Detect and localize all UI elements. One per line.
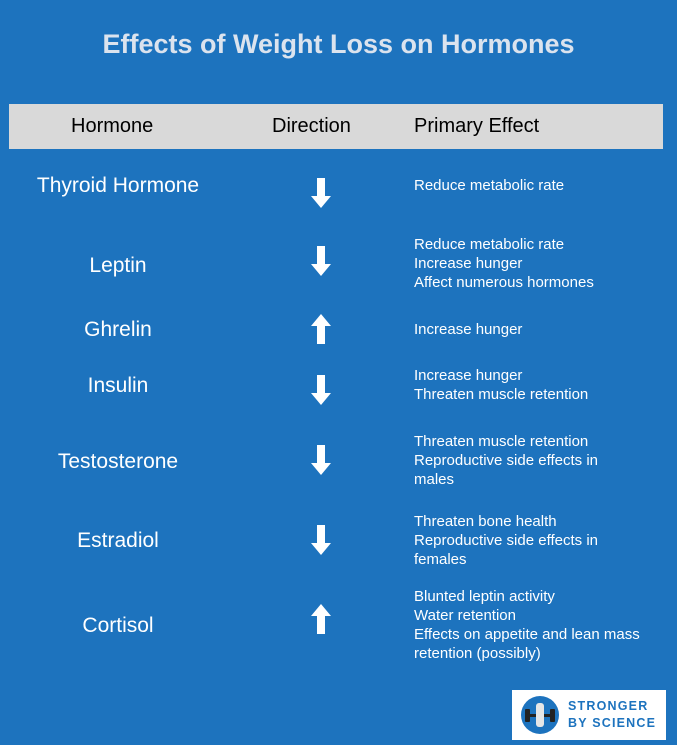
hormone-name: Estradiol (77, 529, 159, 552)
logo-text-line2: BY SCIENCE (568, 716, 657, 730)
arrow-up-icon (311, 314, 331, 344)
effect-item: males (414, 471, 455, 488)
arrow-down-icon (311, 246, 331, 276)
effect-item: Reduce metabolic rate (414, 177, 565, 194)
effect-item: Increase hunger (414, 367, 523, 384)
effect-item: Threaten muscle retention (414, 386, 589, 403)
barbell-lifter-icon (521, 696, 559, 734)
effect-item: Reduce metabolic rate (414, 236, 565, 253)
logo-text-line1: STRONGER (568, 699, 649, 713)
effect-item: Blunted leptin activity (414, 588, 555, 605)
stronger-by-science-logo: STRONGER BY SCIENCE (512, 690, 666, 740)
effects-list: Threaten bone health Reproductive side e… (414, 512, 664, 569)
effect-item: retention (possibly) (414, 645, 541, 662)
effects-list: Increase hunger (414, 320, 664, 339)
hormone-name: Testosterone (57, 450, 179, 473)
effect-item: Threaten muscle retention (414, 433, 589, 450)
effects-list: Reduce metabolic rate (414, 176, 664, 195)
hormone-name: Insulin (87, 374, 149, 397)
effect-item: Effects on appetite and lean mass (414, 626, 640, 643)
effect-item: Water retention (414, 607, 516, 624)
page-title: Effects of Weight Loss on Hormones (102, 29, 575, 59)
arrow-down-icon (311, 375, 331, 405)
hormone-name: Thyroid Hormone (36, 174, 200, 197)
hormone-name: Leptin (89, 254, 147, 277)
table-header: Hormone Direction Primary Effect (9, 104, 663, 149)
effect-item: Increase hunger (414, 255, 523, 272)
arrow-up-icon (311, 604, 331, 634)
arrow-down-icon (311, 525, 331, 555)
effect-item: Reproductive side effects in (414, 532, 598, 549)
effect-item: Affect numerous hormones (414, 274, 594, 291)
arrow-down-icon (311, 445, 331, 475)
effect-item: Increase hunger (414, 321, 523, 338)
header-direction: Direction (272, 115, 351, 137)
effect-item: females (414, 551, 467, 568)
header-hormone: Hormone (71, 115, 154, 137)
effects-list: Threaten muscle retention Reproductive s… (414, 432, 664, 489)
effect-item: Reproductive side effects in (414, 452, 598, 469)
effects-list: Reduce metabolic rate Increase hunger Af… (414, 235, 664, 292)
header-primary-effect: Primary Effect (414, 115, 540, 137)
effects-list: Blunted leptin activity Water retention … (414, 587, 664, 663)
hormone-name: Cortisol (82, 614, 154, 637)
effects-list: Increase hunger Threaten muscle retentio… (414, 366, 664, 404)
hormone-name: Ghrelin (84, 318, 152, 341)
effect-item: Threaten bone health (414, 513, 557, 530)
arrow-down-icon (311, 178, 331, 208)
